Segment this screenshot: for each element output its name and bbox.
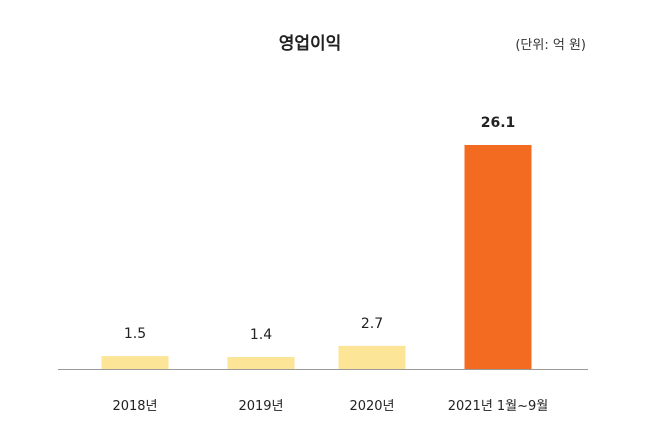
bars-group (101, 145, 532, 369)
bar-2 (227, 356, 295, 369)
category-label-1: 2018년 (112, 399, 157, 414)
category-labels-group: 2018년 2019년 2020년 2021년 1월~9월 (112, 399, 548, 414)
category-label-4: 2021년 1월~9월 (448, 399, 549, 414)
bar-3 (338, 345, 406, 369)
bar-1 (101, 356, 169, 369)
unit-label: (단위: 억 원) (515, 38, 586, 53)
value-label-1: 1.5 (124, 326, 146, 342)
category-label-3: 2020년 (349, 399, 394, 414)
value-labels-group: 1.5 1.4 2.7 26.1 (124, 115, 515, 343)
value-label-2: 1.4 (250, 327, 272, 343)
value-label-4: 26.1 (481, 115, 516, 131)
chart-title: 영업이익 (279, 34, 342, 54)
value-label-3: 2.7 (361, 316, 383, 332)
category-label-2: 2019년 (238, 399, 283, 414)
bar-4 (464, 145, 532, 369)
